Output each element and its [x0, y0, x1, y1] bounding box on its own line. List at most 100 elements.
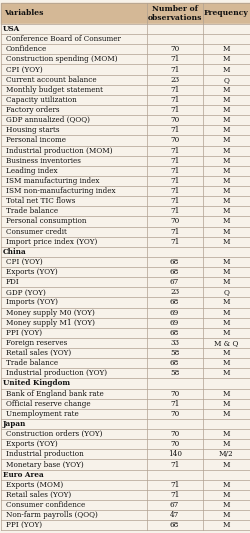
Text: M: M: [222, 55, 229, 63]
Text: 70: 70: [169, 136, 178, 144]
Text: 23: 23: [169, 76, 178, 84]
Text: 71: 71: [169, 177, 178, 185]
Text: United Kingdom: United Kingdom: [2, 379, 69, 387]
Bar: [1, 216, 249, 227]
Text: 47: 47: [169, 511, 178, 519]
Text: 58: 58: [169, 369, 178, 377]
Text: 70: 70: [169, 410, 178, 418]
Text: M/2: M/2: [218, 450, 232, 458]
Text: Number of
observations: Number of observations: [147, 5, 201, 22]
Text: CPI (YOY): CPI (YOY): [6, 258, 42, 266]
Text: PPI (YOY): PPI (YOY): [6, 329, 42, 337]
Text: Current account balance: Current account balance: [6, 76, 96, 84]
Bar: [1, 156, 249, 166]
Bar: [1, 277, 249, 287]
Text: M: M: [222, 440, 229, 448]
Text: M: M: [222, 157, 229, 165]
Bar: [1, 166, 249, 176]
Bar: [1, 490, 249, 500]
Text: GDP annualized (QOQ): GDP annualized (QOQ): [6, 116, 89, 124]
Text: 71: 71: [169, 126, 178, 134]
Text: 70: 70: [169, 430, 178, 438]
Text: M: M: [222, 66, 229, 74]
Bar: [1, 308, 249, 318]
Text: USA: USA: [2, 25, 20, 33]
Text: Exports (YOY): Exports (YOY): [6, 440, 57, 448]
Bar: [1, 267, 249, 277]
Text: PPI (YOY): PPI (YOY): [6, 521, 42, 529]
Text: M: M: [222, 501, 229, 509]
Text: M: M: [222, 147, 229, 155]
Bar: [1, 186, 249, 196]
Bar: [1, 227, 249, 237]
Bar: [1, 64, 249, 75]
Bar: [1, 257, 249, 267]
Bar: [1, 54, 249, 64]
Bar: [1, 378, 249, 389]
Text: 70: 70: [169, 440, 178, 448]
Bar: [1, 409, 249, 419]
Text: ISM non-manufacturing index: ISM non-manufacturing index: [6, 187, 115, 195]
Bar: [1, 439, 249, 449]
Bar: [1, 125, 249, 135]
Bar: [1, 176, 249, 186]
Text: M: M: [222, 319, 229, 327]
Text: 71: 71: [169, 491, 178, 499]
Text: 33: 33: [170, 339, 178, 347]
Text: M: M: [222, 359, 229, 367]
Text: Unemployment rate: Unemployment rate: [6, 410, 78, 418]
Text: M: M: [222, 228, 229, 236]
Text: Factory orders: Factory orders: [6, 106, 59, 114]
Bar: [1, 429, 249, 439]
Text: 67: 67: [169, 278, 178, 286]
Text: FDI: FDI: [6, 278, 20, 286]
Text: 71: 71: [169, 106, 178, 114]
Text: M: M: [222, 410, 229, 418]
Text: 68: 68: [169, 329, 178, 337]
Text: M: M: [222, 329, 229, 337]
Text: Capacity utilization: Capacity utilization: [6, 96, 76, 104]
Text: GDP (YOY): GDP (YOY): [6, 288, 46, 296]
Text: 68: 68: [169, 258, 178, 266]
Text: M: M: [222, 207, 229, 215]
Text: M: M: [222, 136, 229, 144]
Bar: [1, 500, 249, 510]
Bar: [1, 318, 249, 328]
Text: 58: 58: [169, 349, 178, 357]
Text: Euro Area: Euro Area: [2, 471, 43, 479]
Text: 71: 71: [169, 238, 178, 246]
Text: Japan: Japan: [2, 420, 26, 428]
Text: M: M: [222, 258, 229, 266]
Bar: [1, 115, 249, 125]
Text: M: M: [222, 45, 229, 53]
Text: 71: 71: [169, 228, 178, 236]
Text: Business inventories: Business inventories: [6, 157, 80, 165]
Bar: [1, 399, 249, 409]
Text: Industrial production (MOM): Industrial production (MOM): [6, 147, 112, 155]
Bar: [1, 480, 249, 490]
Text: M: M: [222, 521, 229, 529]
Text: 71: 71: [169, 167, 178, 175]
Text: Construction spending (MOM): Construction spending (MOM): [6, 55, 117, 63]
Text: Retail sales (YOY): Retail sales (YOY): [6, 349, 71, 357]
Text: M: M: [222, 481, 229, 489]
Text: 71: 71: [169, 207, 178, 215]
Text: Housing starts: Housing starts: [6, 126, 59, 134]
Text: Q: Q: [222, 76, 228, 84]
Text: 69: 69: [169, 309, 178, 317]
Text: Variables: Variables: [4, 9, 43, 18]
Text: Consumer credit: Consumer credit: [6, 228, 66, 236]
Bar: [1, 419, 249, 429]
Text: 23: 23: [169, 288, 178, 296]
Bar: [1, 338, 249, 348]
Text: China: China: [2, 248, 26, 256]
Text: Money supply M1 (YOY): Money supply M1 (YOY): [6, 319, 94, 327]
Bar: [1, 105, 249, 115]
Text: M: M: [222, 461, 229, 469]
Text: Industrial production (YOY): Industrial production (YOY): [6, 369, 106, 377]
Text: Monetary base (YOY): Monetary base (YOY): [6, 461, 83, 469]
Bar: [1, 449, 249, 459]
Text: M: M: [222, 390, 229, 398]
Text: Official reserve change: Official reserve change: [6, 400, 90, 408]
Text: M: M: [222, 167, 229, 175]
